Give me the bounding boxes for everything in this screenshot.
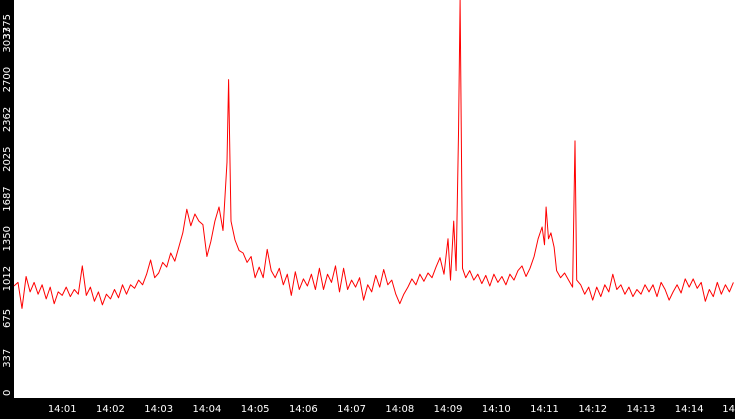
x-tick-label: 14:14	[675, 404, 704, 415]
x-tick-label: 14:08	[385, 404, 414, 415]
x-tick-label: 14:13	[627, 404, 656, 415]
y-tick-label: 3375	[2, 14, 13, 39]
x-tick-label: 14:04	[192, 404, 221, 415]
x-tick-label: 14:10	[482, 404, 511, 415]
y-tick-label: 337	[2, 349, 13, 368]
x-axis: 14:01 14:02 14:03 14:04 14:05 14:06 14:07 14:08…	[48, 404, 735, 415]
x-tick-label: 14:01	[48, 404, 77, 415]
y-tick-label: 1012	[2, 266, 13, 291]
y-tick-label: 1350	[2, 226, 13, 251]
x-tick-label: 14:11	[530, 404, 559, 415]
y-tick-label: 2025	[2, 146, 13, 171]
y-tick-label: 2700	[2, 67, 13, 92]
x-tick-label: 14	[722, 404, 735, 415]
x-tick-label: 14:09	[434, 404, 463, 415]
x-tick-label: 14:03	[144, 404, 173, 415]
series-line	[13, 0, 734, 309]
series-layer	[13, 0, 734, 309]
plot-area	[14, 0, 735, 398]
y-tick-label: 0	[2, 390, 13, 396]
y-tick-label: 3037	[2, 27, 13, 52]
x-tick-label: 14:07	[337, 404, 366, 415]
y-tick-label: 2362	[2, 107, 13, 132]
y-tick-label: 1687	[2, 186, 13, 211]
x-tick-label: 14:02	[96, 404, 125, 415]
x-tick-label: 14:12	[578, 404, 607, 415]
y-tick-label: 675	[2, 309, 13, 328]
x-tick-label: 14:05	[241, 404, 270, 415]
x-tick-label: 14:06	[289, 404, 318, 415]
